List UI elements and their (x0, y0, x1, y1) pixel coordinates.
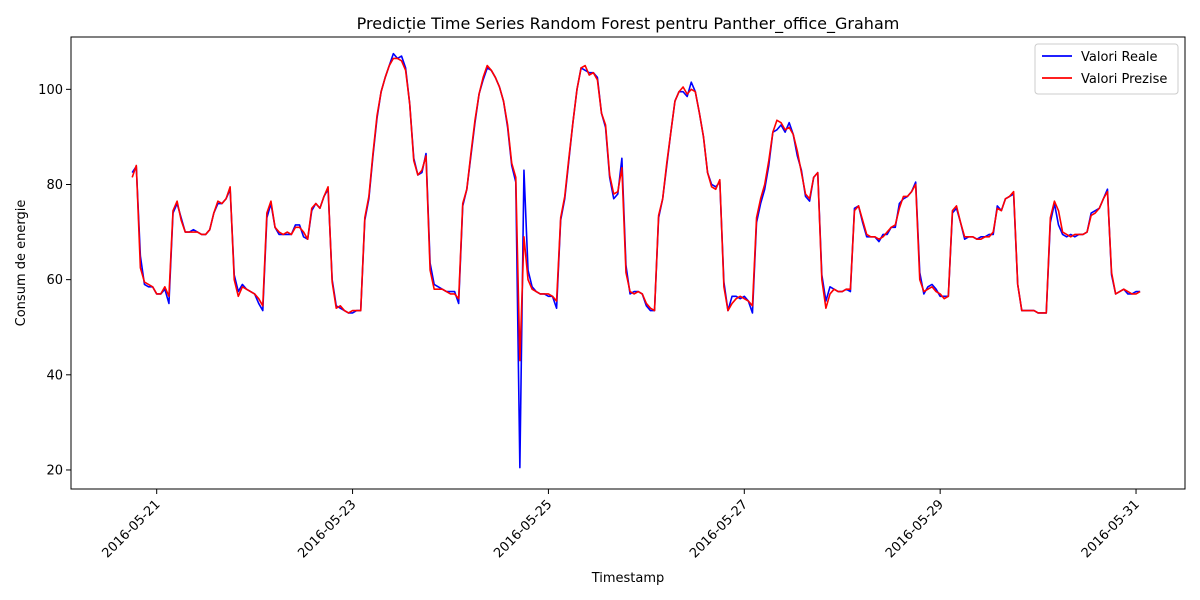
x-tick-label: 2016-05-25 (491, 497, 555, 561)
series-layer (131, 52, 1141, 469)
y-tick-label: 20 (46, 463, 63, 478)
x-tick-label: 2016-05-29 (883, 497, 947, 561)
series-line-predicted (131, 57, 1141, 362)
x-tick-label: 2016-05-23 (295, 497, 359, 561)
legend-label-actual: Valori Reale (1081, 50, 1158, 65)
plot-frame (70, 36, 1186, 490)
y-tick-label: 60 (46, 273, 63, 288)
x-tick-label: 2016-05-21 (99, 497, 163, 561)
x-tick-label: 2016-05-27 (687, 497, 751, 561)
legend: Valori Reale Valori Prezise (1034, 43, 1179, 95)
y-tick-label: 80 (46, 178, 63, 193)
x-axis: 2016-05-21 2016-05-23 2016-05-25 2016-05-27… (99, 489, 1143, 561)
plot-area (70, 36, 1186, 490)
y-tick-label: 100 (38, 83, 63, 98)
y-axis: 20 40 60 80 100 (38, 83, 71, 478)
x-axis-label: Timestamp (591, 571, 665, 586)
y-tick-label: 40 (46, 368, 63, 383)
y-axis-label: Consum de energie (14, 200, 29, 327)
series-line-actual (131, 52, 1141, 469)
legend-label-predicted: Valori Prezise (1081, 72, 1167, 87)
chart-title: Predicție Time Series Random Forest pent… (357, 14, 900, 34)
x-tick-label: 2016-05-31 (1079, 497, 1143, 561)
